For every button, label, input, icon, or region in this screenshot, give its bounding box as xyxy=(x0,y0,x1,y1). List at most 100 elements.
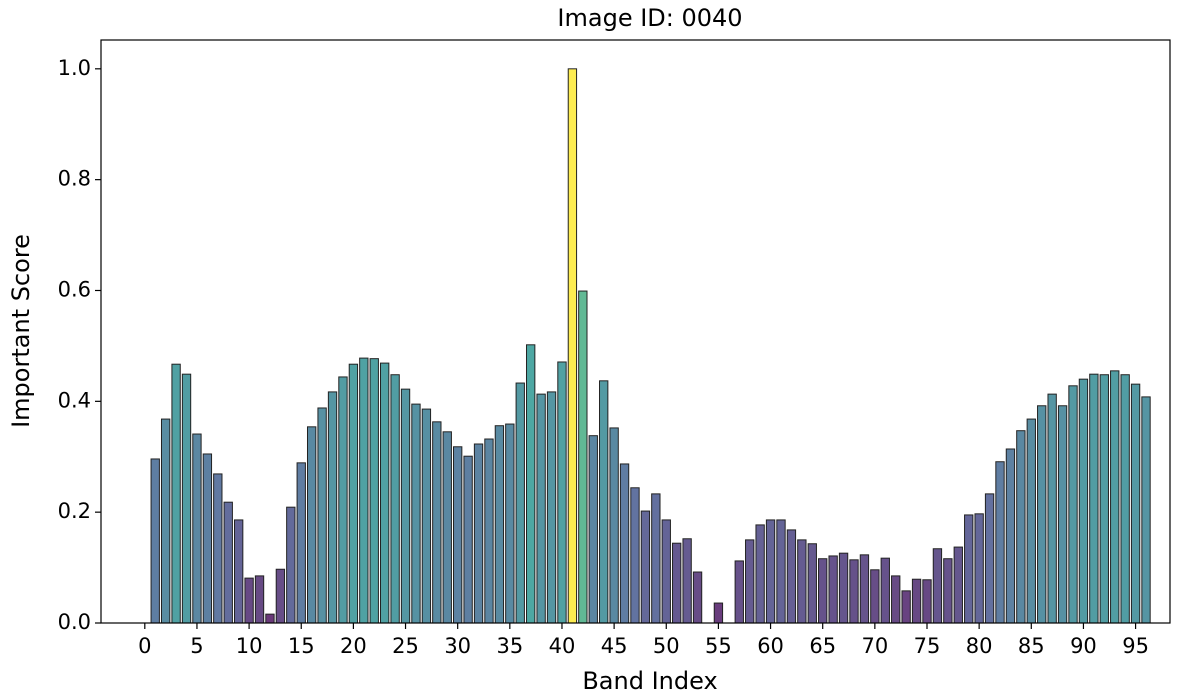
bar xyxy=(818,558,828,624)
x-tick-label: 20 xyxy=(340,634,367,658)
bar xyxy=(911,578,922,624)
y-tick-label: 0.0 xyxy=(58,610,91,634)
x-tick-label: 25 xyxy=(392,634,419,658)
bar xyxy=(1089,373,1099,624)
bar xyxy=(275,568,286,624)
x-tick-label: 80 xyxy=(966,634,993,658)
bar xyxy=(567,68,578,624)
bar xyxy=(484,438,494,624)
x-tick-label: 65 xyxy=(809,634,836,658)
bar xyxy=(755,524,765,624)
bar xyxy=(338,376,348,624)
bar xyxy=(651,493,661,624)
bar xyxy=(1037,405,1047,624)
bar xyxy=(713,602,724,624)
x-tick-label: 35 xyxy=(496,634,523,658)
x-tick-label: 85 xyxy=(1018,634,1045,658)
bar xyxy=(181,373,192,624)
x-tick-label: 30 xyxy=(444,634,471,658)
bar xyxy=(526,344,536,624)
bar xyxy=(317,407,327,624)
bar xyxy=(494,425,505,624)
bar xyxy=(891,575,901,624)
bar xyxy=(974,513,984,624)
bar xyxy=(213,473,223,624)
bar xyxy=(943,558,953,624)
y-tick-label: 0.6 xyxy=(58,277,91,301)
bar xyxy=(473,443,484,624)
x-tick-label: 95 xyxy=(1122,634,1149,658)
bar xyxy=(546,391,557,624)
bar xyxy=(192,433,202,624)
bar xyxy=(369,358,379,624)
y-tick-label: 1.0 xyxy=(58,56,91,80)
bar xyxy=(327,391,338,624)
bar xyxy=(619,463,630,624)
x-tick-label: 40 xyxy=(549,634,576,658)
bar xyxy=(171,363,181,624)
bar xyxy=(922,579,932,624)
x-tick-label: 5 xyxy=(190,634,203,658)
bar xyxy=(640,510,651,624)
bar xyxy=(453,446,463,624)
bar xyxy=(1057,405,1068,624)
x-tick-label: 60 xyxy=(757,634,784,658)
bar xyxy=(536,393,546,624)
bar xyxy=(244,577,254,624)
bar xyxy=(599,380,609,624)
bar xyxy=(1120,374,1130,624)
x-tick-label: 10 xyxy=(236,634,263,658)
bar xyxy=(859,554,870,624)
bar xyxy=(807,543,817,624)
bar xyxy=(609,427,619,624)
bar xyxy=(442,431,452,624)
bar xyxy=(348,363,359,624)
bar xyxy=(838,552,849,624)
bar xyxy=(953,546,963,624)
bar xyxy=(160,418,171,624)
bar xyxy=(870,569,880,624)
bar xyxy=(296,462,306,624)
x-tick-label: 75 xyxy=(914,634,941,658)
bar xyxy=(557,361,567,624)
bar xyxy=(1141,396,1151,624)
bar xyxy=(1026,418,1036,624)
bar xyxy=(995,461,1005,624)
bar xyxy=(1047,393,1057,624)
chart-title: Image ID: 0040 xyxy=(557,4,742,32)
bar xyxy=(797,539,807,624)
y-tick-label: 0.2 xyxy=(58,499,91,523)
bar xyxy=(1005,448,1016,624)
bar xyxy=(359,357,369,624)
bar xyxy=(1068,385,1078,624)
bar xyxy=(880,557,890,624)
bar xyxy=(286,506,296,624)
y-tick-label: 0.8 xyxy=(58,167,91,191)
bar xyxy=(265,613,275,624)
x-axis-label: Band Index xyxy=(582,667,717,695)
bar xyxy=(849,559,859,624)
bar xyxy=(432,421,442,624)
x-tick-label: 70 xyxy=(861,634,888,658)
bar xyxy=(745,539,755,624)
bar xyxy=(150,458,160,624)
bar xyxy=(411,403,421,624)
bar xyxy=(1078,378,1089,624)
x-tick-label: 0 xyxy=(138,634,151,658)
bar xyxy=(400,388,411,624)
plot-frame xyxy=(100,39,1171,624)
bar xyxy=(1016,430,1026,624)
bar xyxy=(776,519,786,624)
bar xyxy=(1099,374,1109,624)
bar xyxy=(254,575,265,624)
y-axis-label: Important Score xyxy=(7,234,35,428)
bar xyxy=(233,519,244,624)
bar xyxy=(223,501,233,624)
bar xyxy=(786,529,797,624)
bar xyxy=(828,555,838,624)
bar xyxy=(630,487,640,624)
bar xyxy=(1130,383,1141,624)
bar xyxy=(672,542,682,624)
